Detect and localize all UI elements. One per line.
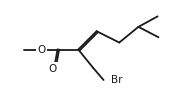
Text: O: O bbox=[37, 45, 46, 54]
Text: Br: Br bbox=[111, 75, 122, 85]
Text: O: O bbox=[48, 64, 57, 74]
